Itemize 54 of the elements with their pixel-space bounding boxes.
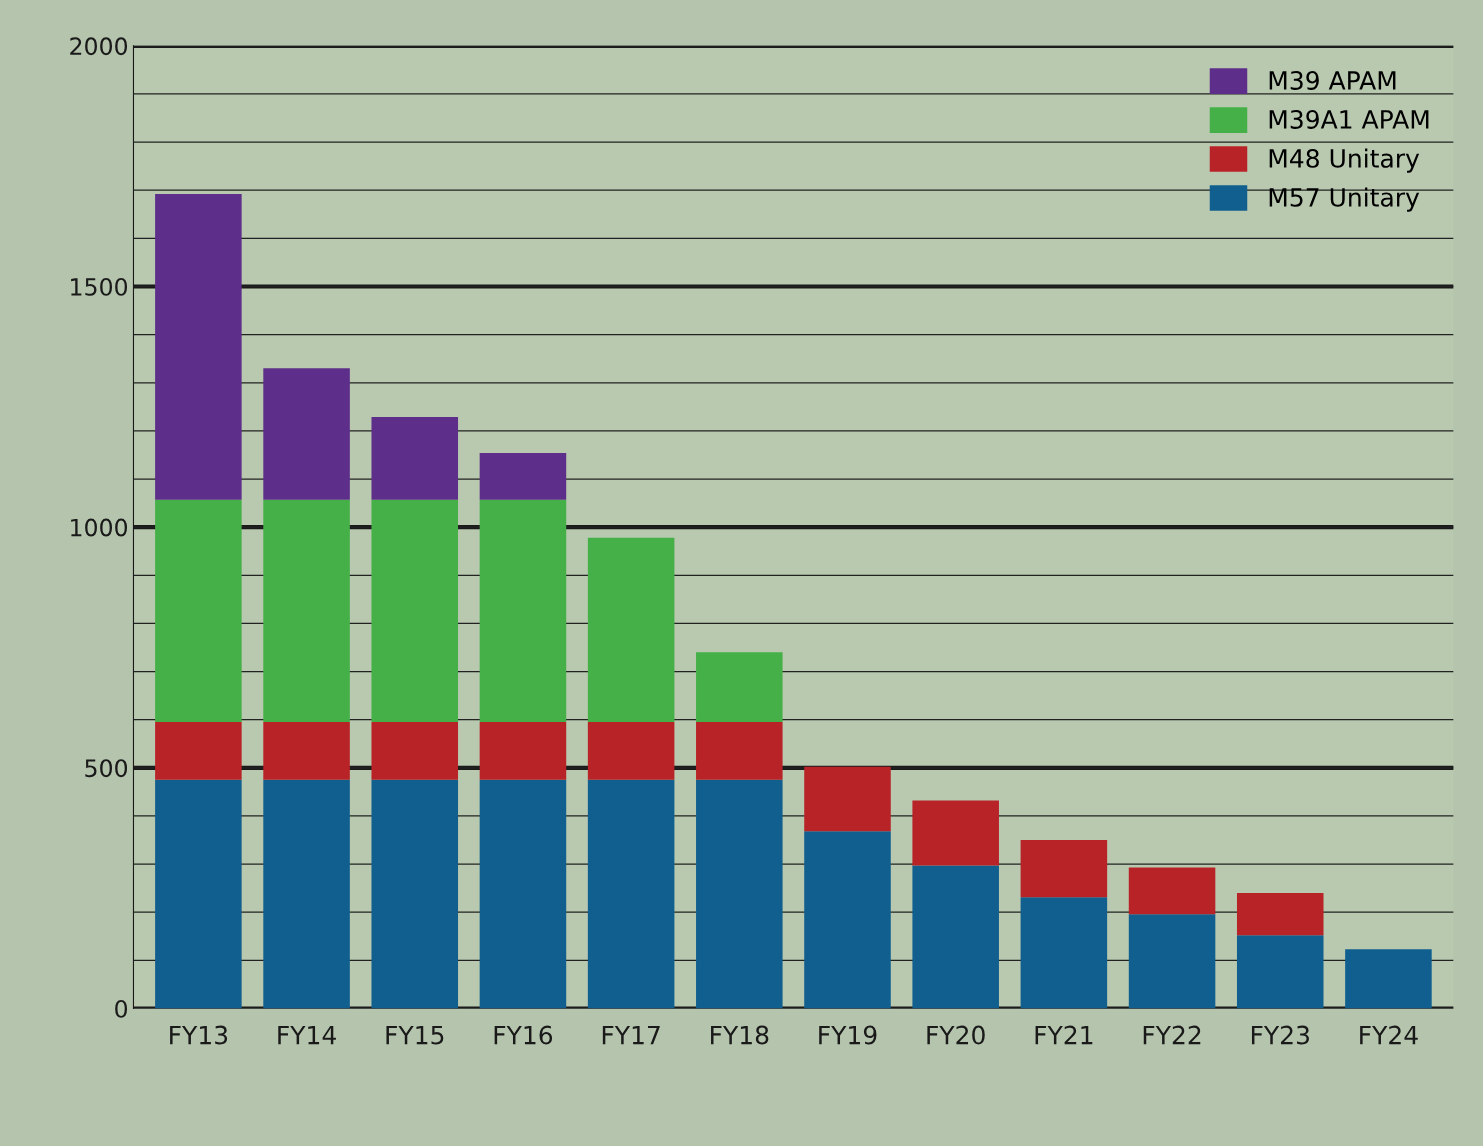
x-tick-label: FY13	[170, 1025, 228, 1045]
bar	[804, 831, 891, 1009]
bar	[263, 779, 350, 1009]
x-tick-label: FY14	[278, 1025, 336, 1045]
bar	[912, 800, 999, 866]
bar	[479, 499, 567, 723]
x-tick-label: FY20	[927, 1025, 985, 1045]
bar	[1345, 949, 1432, 1009]
x-tick-label: FY16	[494, 1025, 553, 1045]
x-tick-label: FY24	[1360, 1025, 1418, 1045]
bar	[696, 779, 783, 1009]
bar	[587, 722, 675, 780]
bar	[155, 194, 242, 500]
bar	[696, 722, 783, 780]
bar	[1236, 892, 1324, 936]
y-tick-label: 0	[115, 999, 128, 1018]
bar	[479, 779, 567, 1009]
legend-label: M39A1 APAM	[1269, 109, 1429, 129]
legend-label: M39 APAM	[1269, 71, 1396, 90]
bar	[263, 368, 350, 500]
x-tick-label: FY22	[1143, 1025, 1201, 1045]
bar	[371, 499, 459, 723]
bar	[371, 779, 459, 1009]
x-tick-label: FY19	[819, 1025, 877, 1045]
y-tick-label: 2000	[70, 37, 128, 56]
bar	[696, 652, 783, 723]
bar	[804, 766, 891, 832]
x-tick-label: FY17	[602, 1025, 660, 1045]
y-tick-label: 1000	[71, 518, 128, 537]
bar	[912, 865, 999, 1009]
x-tick-label: FY15	[386, 1025, 444, 1045]
bar	[1128, 914, 1216, 1009]
legend-label: M57 Unitary	[1269, 187, 1420, 212]
bar	[155, 722, 242, 780]
bar	[371, 722, 459, 780]
bar	[155, 779, 242, 1009]
bar	[479, 453, 567, 500]
bar	[587, 779, 675, 1009]
bar	[155, 499, 242, 723]
x-tick-label: FY21	[1035, 1025, 1093, 1045]
bar	[1020, 840, 1108, 898]
y-tick-label: 500	[85, 759, 128, 778]
legend-label: M48 Unitary	[1269, 148, 1420, 173]
bar	[263, 722, 350, 780]
bar	[263, 499, 350, 723]
bar	[1020, 897, 1108, 1009]
x-tick-label: FY23	[1251, 1025, 1309, 1045]
bar	[371, 416, 459, 500]
x-tick-label: FY18	[711, 1025, 769, 1045]
bar	[1236, 935, 1324, 1009]
bar	[1128, 867, 1216, 915]
bar	[479, 722, 567, 780]
y-tick-label: 1500	[71, 277, 128, 296]
bar	[587, 537, 675, 723]
